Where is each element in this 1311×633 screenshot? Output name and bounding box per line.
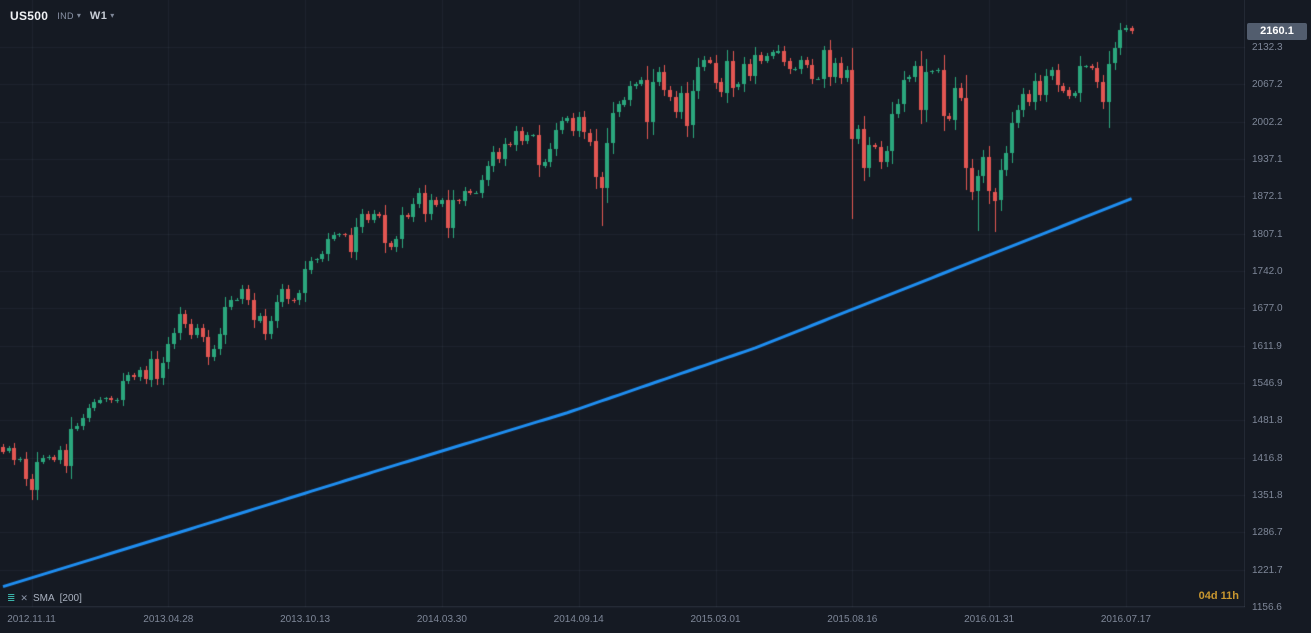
price-axis-label: 1611.9 (1252, 340, 1282, 352)
price-axis-label: 1937.1 (1252, 153, 1283, 165)
price-axis-label: 1286.7 (1252, 527, 1283, 539)
price-axis-label: 1872.1 (1252, 191, 1283, 203)
price-axis[interactable]: 2160.1 2132.3 2067.2 2002.2 1937.1 1872.1 180… (1244, 0, 1311, 613)
date-axis-label: 2016.07.17 (1100, 614, 1151, 625)
symbol-selector[interactable]: US500 (10, 9, 49, 23)
timeframe-dropdown[interactable]: W1 ▾ (90, 10, 114, 22)
price-axis-label: 2002.2 (1252, 116, 1283, 128)
date-axis-label: 2015.08.16 (827, 614, 878, 625)
date-axis-label: 2016.01.31 (964, 614, 1015, 625)
indicator-period: [200] (59, 593, 82, 604)
date-axis-label: 2013.10.13 (280, 614, 331, 625)
price-axis-label: 1742.0 (1252, 265, 1283, 277)
date-axis-label: 2013.04.28 (143, 614, 194, 625)
symbol-bar: US500 IND ▾ W1 ▾ (10, 9, 114, 23)
indicator-legend: ≣ ✕ SMA [200] (7, 593, 82, 604)
date-axis-label: 2015.03.01 (690, 614, 741, 625)
price-axis-label: 1546.9 (1252, 377, 1283, 389)
market-type-dropdown[interactable]: IND ▾ (57, 11, 81, 21)
indicator-remove-icon[interactable]: ✕ (20, 593, 28, 603)
market-type-label: IND (57, 11, 74, 21)
price-axis-label: 1156.6 (1252, 602, 1282, 613)
price-axis-label: 1807.1 (1252, 228, 1283, 240)
price-axis-label: 1677.0 (1252, 303, 1283, 315)
chevron-down-icon: ▾ (110, 11, 115, 20)
price-axis-label: 1221.7 (1252, 564, 1283, 576)
price-axis-label: 1481.8 (1252, 415, 1283, 427)
price-axis-label: 2067.2 (1252, 79, 1283, 91)
date-axis-label: 2014.09.14 (553, 614, 604, 625)
current-price-box: 2160.1 (1247, 22, 1307, 40)
date-axis-label: 2014.03.30 (416, 614, 467, 625)
timeframe-label: W1 (89, 10, 108, 22)
chevron-down-icon: ▾ (76, 11, 81, 20)
candle-countdown: 04d 11h (1198, 590, 1239, 602)
indicator-name: SMA (32, 593, 55, 604)
date-axis-label: 2012.11.11 (7, 614, 56, 625)
price-axis-label: 1351.8 (1252, 489, 1283, 501)
date-axis[interactable]: 2012.11.11 2013.04.28 2013.10.13 2014.03.30… (0, 606, 1245, 633)
price-axis-label: 1416.8 (1252, 452, 1283, 464)
price-axis-label: 2132.3 (1252, 41, 1283, 53)
indicator-settings-icon[interactable]: ≣ (7, 593, 16, 604)
